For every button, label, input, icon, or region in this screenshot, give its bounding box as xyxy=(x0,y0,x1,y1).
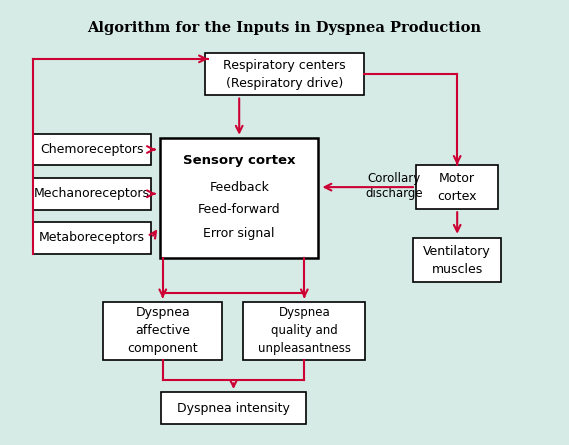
FancyBboxPatch shape xyxy=(413,238,501,282)
Text: Error signal: Error signal xyxy=(204,227,275,240)
FancyBboxPatch shape xyxy=(104,302,222,360)
FancyBboxPatch shape xyxy=(160,138,319,258)
Text: Ventilatory
muscles: Ventilatory muscles xyxy=(423,245,491,275)
FancyBboxPatch shape xyxy=(32,222,151,254)
FancyBboxPatch shape xyxy=(32,134,151,166)
Text: Dyspnea
quality and
unpleasantness: Dyspnea quality and unpleasantness xyxy=(258,306,351,356)
FancyBboxPatch shape xyxy=(416,165,498,209)
Text: Dyspnea
affective
component: Dyspnea affective component xyxy=(127,306,198,356)
FancyBboxPatch shape xyxy=(244,302,365,360)
Text: Corollary
discharge: Corollary discharge xyxy=(365,172,423,200)
Text: Metaboreceptors: Metaboreceptors xyxy=(39,231,145,244)
Text: Sensory cortex: Sensory cortex xyxy=(183,154,295,167)
Text: Motor
cortex: Motor cortex xyxy=(438,172,477,202)
Text: Algorithm for the Inputs in Dyspnea Production: Algorithm for the Inputs in Dyspnea Prod… xyxy=(88,21,481,35)
Text: Mechanoreceptors: Mechanoreceptors xyxy=(34,187,150,200)
FancyBboxPatch shape xyxy=(162,392,306,424)
FancyBboxPatch shape xyxy=(32,178,151,210)
Text: Dyspnea intensity: Dyspnea intensity xyxy=(177,402,290,415)
Text: Feed-forward: Feed-forward xyxy=(198,203,281,216)
FancyBboxPatch shape xyxy=(205,53,364,95)
Text: Feedback: Feedback xyxy=(209,181,269,194)
Text: Respiratory centers
(Respiratory drive): Respiratory centers (Respiratory drive) xyxy=(223,59,346,90)
Text: Chemoreceptors: Chemoreceptors xyxy=(40,143,144,156)
